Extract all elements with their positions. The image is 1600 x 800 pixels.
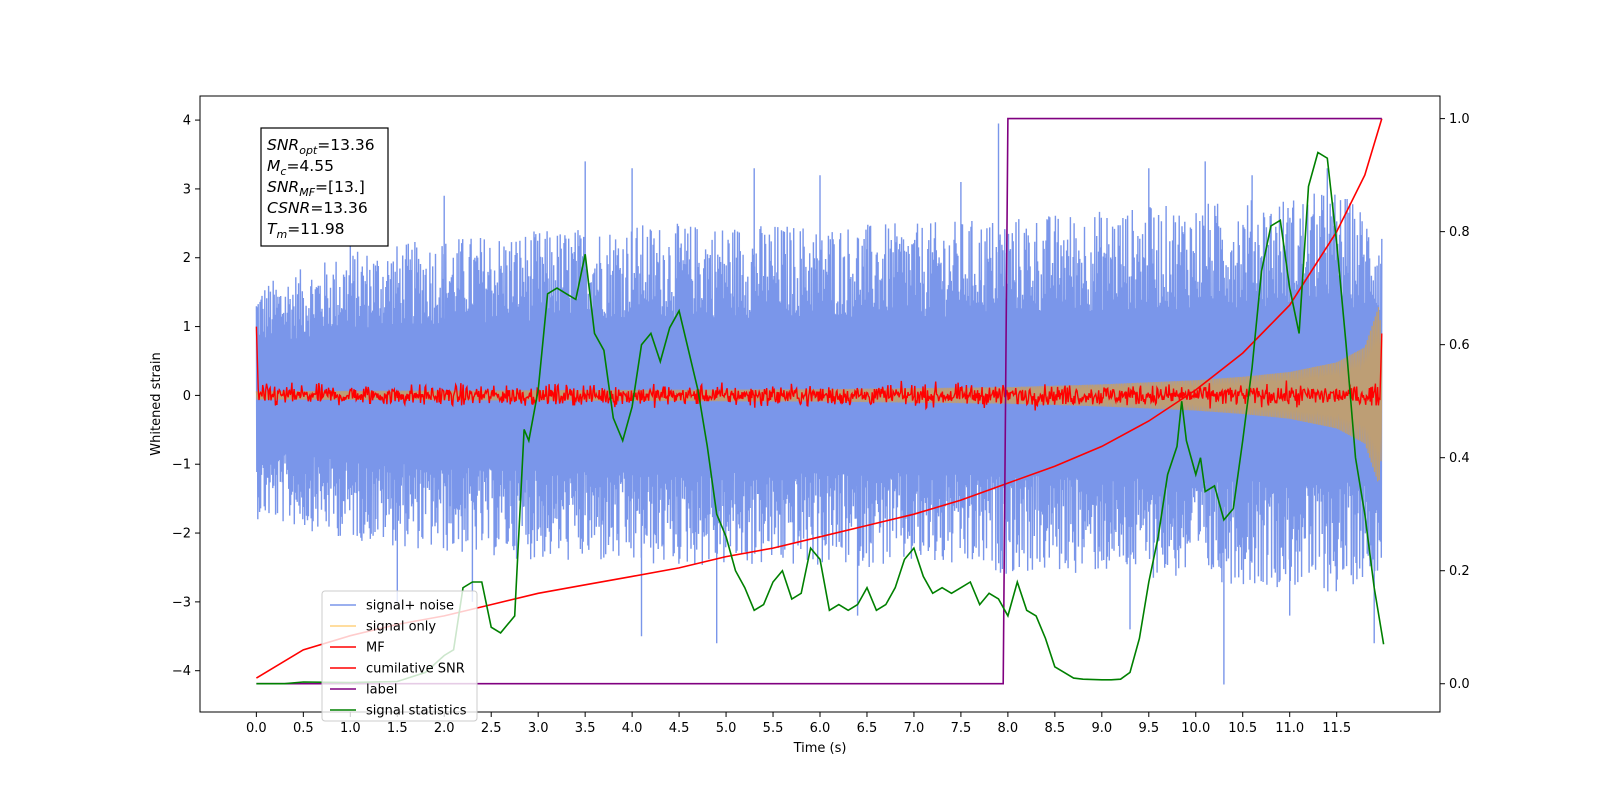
csnr-value: =13.36	[310, 199, 367, 217]
snr-mf-value: =[13.]	[315, 178, 365, 196]
x-tick-label: 3.0	[528, 721, 549, 736]
x-tick-label: 1.5	[387, 721, 408, 736]
tm-value: =11.98	[287, 220, 344, 238]
x-tick-label: 4.0	[622, 721, 643, 736]
axis-ticks: 0.0 0.5 1.0 1.5 2.0 2.5 3.0 3.5 4.0 4.5 5.0 5.5 6.0 6…	[172, 112, 1470, 736]
y2-tick-label: 0.8	[1449, 225, 1470, 240]
c-subscript: c	[280, 165, 286, 178]
x-tick-label: 4.5	[669, 721, 690, 736]
x-tick-label: 10.5	[1228, 721, 1257, 736]
annotation-mc: Mc=4.55	[267, 157, 334, 178]
legend-label: signal statistics	[366, 704, 467, 719]
csnr-symbol: CSNR	[267, 199, 310, 217]
legend-label: signal only	[366, 620, 436, 635]
x-tick-label: 7.0	[904, 721, 925, 736]
series-mf	[255, 326, 1383, 411]
x-axis-label: Time (s)	[793, 741, 847, 756]
legend-label: cumilative SNR	[366, 662, 465, 677]
annotation-csnr: CSNR=13.36	[267, 199, 368, 217]
x-tick-label: 6.0	[810, 721, 831, 736]
annotation-tm: Tm=11.98	[267, 220, 345, 241]
y-tick-label: 2	[183, 251, 191, 266]
legend-label: MF	[366, 641, 385, 656]
opt-subscript: opt	[299, 144, 318, 157]
legend-label: label	[366, 683, 397, 698]
x-tick-label: 9.5	[1138, 721, 1159, 736]
y-tick-label: −4	[172, 664, 191, 679]
y2-tick-label: 0.2	[1449, 564, 1470, 579]
x-tick-label: 7.5	[951, 721, 972, 736]
snr-symbol: SNR	[267, 136, 299, 154]
mf-subscript: MF	[299, 186, 315, 199]
x-tick-label: 0.0	[246, 721, 267, 736]
annotation-box: SNRopt=13.36 Mc=4.55 SNRMF=[13.] CSNR=13…	[260, 127, 389, 247]
x-tick-label: 8.0	[998, 721, 1019, 736]
y-tick-label: −2	[172, 527, 191, 542]
legend-label: signal+ noise	[366, 599, 454, 614]
y2-tick-label: 0.4	[1449, 451, 1470, 466]
x-tick-label: 11.5	[1322, 721, 1351, 736]
x-tick-label: 3.5	[575, 721, 596, 736]
snr-symbol-2: SNR	[267, 178, 299, 196]
x-tick-label: 11.0	[1275, 721, 1304, 736]
annotation-frame	[260, 127, 389, 247]
y2-tick-label: 0.6	[1449, 338, 1470, 353]
x-tick-label: 6.5	[857, 721, 878, 736]
annotation-snr-opt: SNRopt=13.36	[267, 136, 375, 157]
series-signal-noise	[255, 123, 1383, 685]
x-tick-label: 2.5	[481, 721, 502, 736]
t-symbol: T	[267, 220, 278, 238]
snr-opt-value: =13.36	[317, 136, 374, 154]
x-tick-label: 8.5	[1045, 721, 1066, 736]
x-tick-label: 5.5	[763, 721, 784, 736]
legend: signal+ noise signal only MF cumilative SNR…	[321, 590, 478, 722]
x-tick-label: 0.5	[293, 721, 314, 736]
x-tick-label: 2.0	[434, 721, 455, 736]
x-tick-label: 1.0	[340, 721, 361, 736]
series-signal-statistics	[256, 151, 1385, 685]
m-symbol: M	[267, 157, 280, 175]
legend-frame	[321, 590, 478, 722]
y-tick-label: 3	[183, 182, 191, 197]
y-tick-label: −1	[172, 458, 191, 473]
tm-subscript: m	[276, 228, 287, 241]
annotation-snr-mf: SNRMF=[13.]	[267, 178, 365, 199]
y2-tick-label: 1.0	[1449, 112, 1470, 127]
x-tick-label: 10.0	[1181, 721, 1210, 736]
y-tick-label: 4	[183, 114, 191, 129]
x-tick-label: 9.0	[1091, 721, 1112, 736]
x-tick-label: 5.0	[716, 721, 737, 736]
y-tick-label: 0	[183, 389, 191, 404]
y-tick-label: −3	[172, 595, 191, 610]
y-tick-label: 1	[183, 320, 191, 335]
y2-tick-label: 0.0	[1449, 677, 1470, 692]
y-axis-label: Whitened strain	[149, 352, 164, 455]
mc-value: =4.55	[286, 157, 334, 175]
series-label	[256, 117, 1382, 685]
